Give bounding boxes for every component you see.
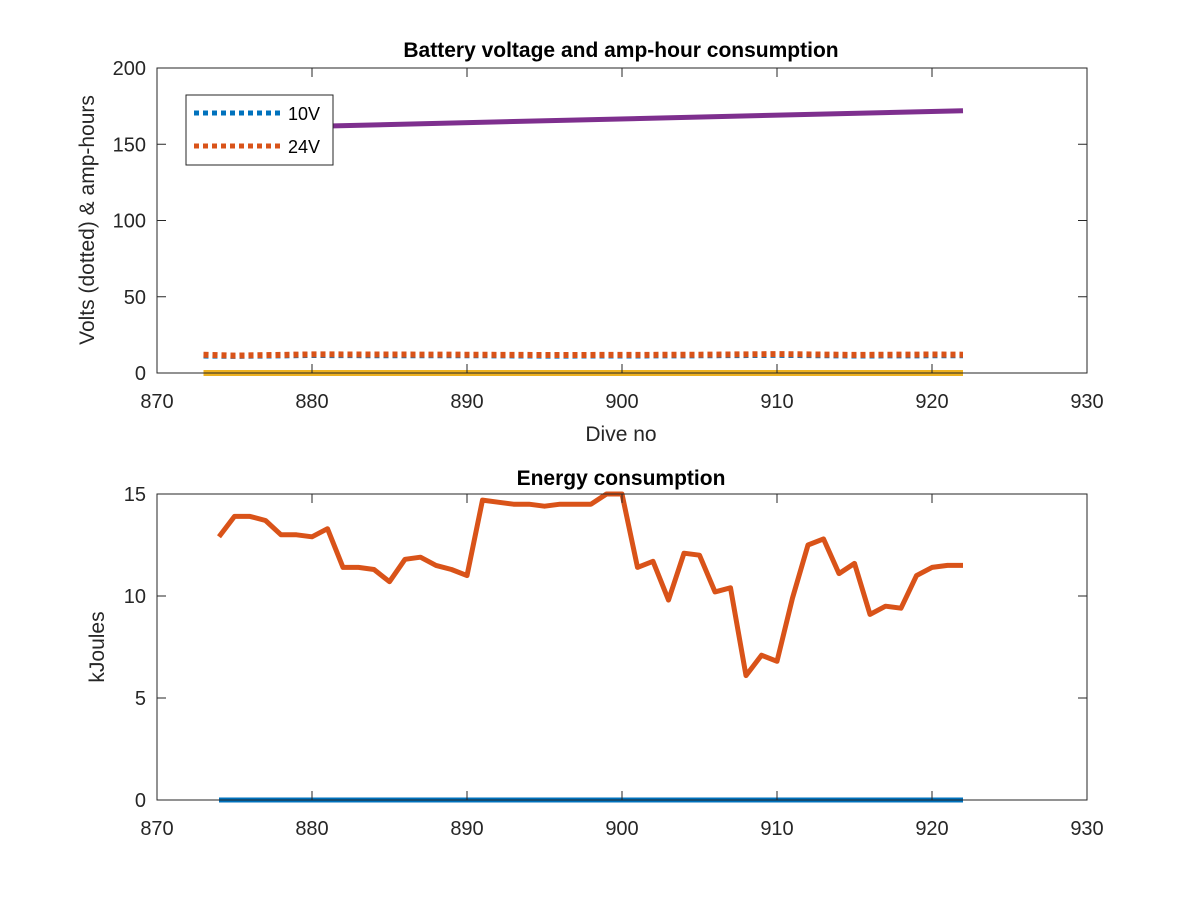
x-tick-label: 900 <box>605 818 638 840</box>
chart-title: Energy consumption <box>517 467 726 490</box>
x-tick-label: 910 <box>760 391 793 413</box>
axis-ticks: 870 880 890 900 910 920 930 0 50 100 150 200 <box>113 58 1104 413</box>
y-axis-label: kJoules <box>86 611 109 682</box>
legend-box <box>185 94 334 166</box>
chart-energy: Energy consumption 870 880 890 900 910 920 930… <box>86 467 1104 840</box>
x-tick-label: 870 <box>140 818 173 840</box>
y-tick-label: 200 <box>113 58 146 80</box>
y-tick-label: 0 <box>135 790 146 812</box>
y-axis-label: Volts (dotted) & amp-hours <box>76 95 99 345</box>
legend: 10V 24V <box>185 94 334 166</box>
x-tick-label: 880 <box>295 818 328 840</box>
legend-label-10v: 10V <box>288 104 320 124</box>
x-axis-label: Dive no <box>585 423 656 446</box>
x-tick-label: 930 <box>1070 391 1103 413</box>
x-tick-label: 920 <box>915 391 948 413</box>
axis-ticks: 870 880 890 900 910 920 930 0 5 10 15 <box>124 484 1104 840</box>
chart-title: Battery voltage and amp-hour consumption <box>403 39 838 62</box>
legend-label-24v: 24V <box>288 137 320 157</box>
y-tick-label: 15 <box>124 484 146 506</box>
x-tick-label: 870 <box>140 391 173 413</box>
x-tick-label: 880 <box>295 391 328 413</box>
x-tick-label: 890 <box>450 818 483 840</box>
y-tick-label: 5 <box>135 688 146 710</box>
y-tick-label: 100 <box>113 211 146 233</box>
x-tick-label: 900 <box>605 391 638 413</box>
series-line-24v <box>203 351 964 359</box>
y-tick-label: 0 <box>135 363 146 385</box>
series-line-1 <box>217 491 963 679</box>
chart-battery: Battery voltage and amp-hour consumption… <box>76 39 1104 446</box>
x-tick-label: 920 <box>915 818 948 840</box>
x-tick-label: 930 <box>1070 818 1103 840</box>
y-tick-label: 150 <box>113 134 146 156</box>
y-tick-label: 10 <box>124 586 146 608</box>
y-tick-label: 50 <box>124 287 146 309</box>
x-tick-label: 910 <box>760 818 793 840</box>
x-tick-label: 890 <box>450 391 483 413</box>
